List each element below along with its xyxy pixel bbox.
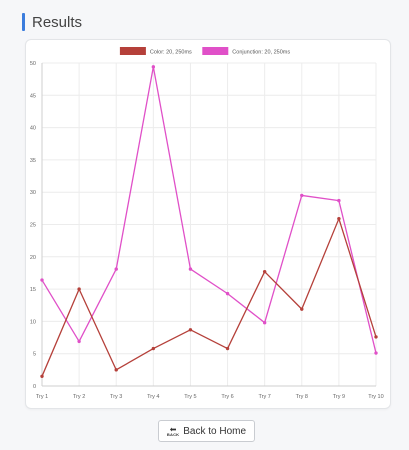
data-point (262, 269, 267, 274)
back-arrow-icon: ⬅ BACK (166, 424, 180, 437)
y-tick-label: 5 (33, 352, 36, 358)
series-line-1 (41, 66, 377, 354)
data-point (300, 193, 304, 198)
results-line-chart: 0 5 10 15 20 25 30 35 40 45 50 Try 1 Try 2 Try 3 Try 4… (30, 47, 384, 400)
data-point (40, 374, 44, 379)
data-point (337, 216, 341, 221)
data-point (188, 267, 193, 271)
data-point (374, 351, 378, 355)
y-tick-label: 30 (30, 190, 36, 196)
y-tick-label: 35 (30, 158, 36, 164)
y-tick-label: 25 (30, 223, 36, 229)
back-button-label: Back to Home (183, 425, 247, 437)
data-point (77, 339, 81, 344)
y-tick-label: 45 (30, 93, 36, 99)
data-point (151, 346, 156, 351)
legend-label-0: Color: 20, 250ms (150, 50, 192, 56)
series-line-0 (41, 218, 377, 377)
page-title: Results (32, 13, 83, 31)
data-point (225, 291, 230, 296)
y-tick-label: 50 (30, 61, 36, 67)
x-tick-label: Try 5 (184, 394, 196, 400)
back-to-home-button[interactable]: ⬅ BACK Back to Home (158, 420, 255, 442)
x-tick-label: Try 10 (368, 394, 383, 400)
y-tick-label: 10 (30, 319, 36, 325)
data-point (114, 267, 118, 271)
data-point (374, 335, 378, 339)
y-tick-label: 40 (30, 126, 36, 132)
back-icon-text: BACK (166, 431, 180, 437)
data-point (225, 346, 230, 351)
data-point (151, 65, 156, 69)
legend-swatch-1 (202, 47, 229, 55)
data-point (337, 198, 341, 203)
x-tick-label: Try 3 (110, 394, 122, 400)
x-tick-label: Try 9 (333, 394, 345, 400)
legend-label-1: Conjunction: 20, 250ms (232, 50, 290, 56)
x-tick-label: Try 4 (147, 394, 159, 400)
legend-swatch-0 (119, 47, 146, 55)
x-tick-label: Try 6 (221, 394, 233, 400)
data-point (77, 287, 81, 291)
results-header: Results (22, 12, 82, 32)
data-point (40, 278, 44, 282)
y-tick-label: 0 (33, 384, 36, 390)
data-point (188, 328, 193, 332)
data-point (300, 307, 304, 311)
x-tick-label: Try 8 (296, 394, 308, 400)
chart-card: 0 5 10 15 20 25 30 35 40 45 50 Try 1 Try 2 Try 3 Try 4… (25, 39, 391, 409)
x-tick-label: Try 1 (36, 394, 48, 400)
x-tick-label: Try 2 (73, 394, 85, 400)
x-tick-label: Try 7 (259, 394, 271, 400)
y-tick-label: 15 (30, 287, 36, 293)
data-point (114, 368, 118, 372)
data-point (262, 320, 267, 325)
title-accent-bar (22, 13, 25, 31)
y-tick-label: 20 (30, 255, 36, 261)
